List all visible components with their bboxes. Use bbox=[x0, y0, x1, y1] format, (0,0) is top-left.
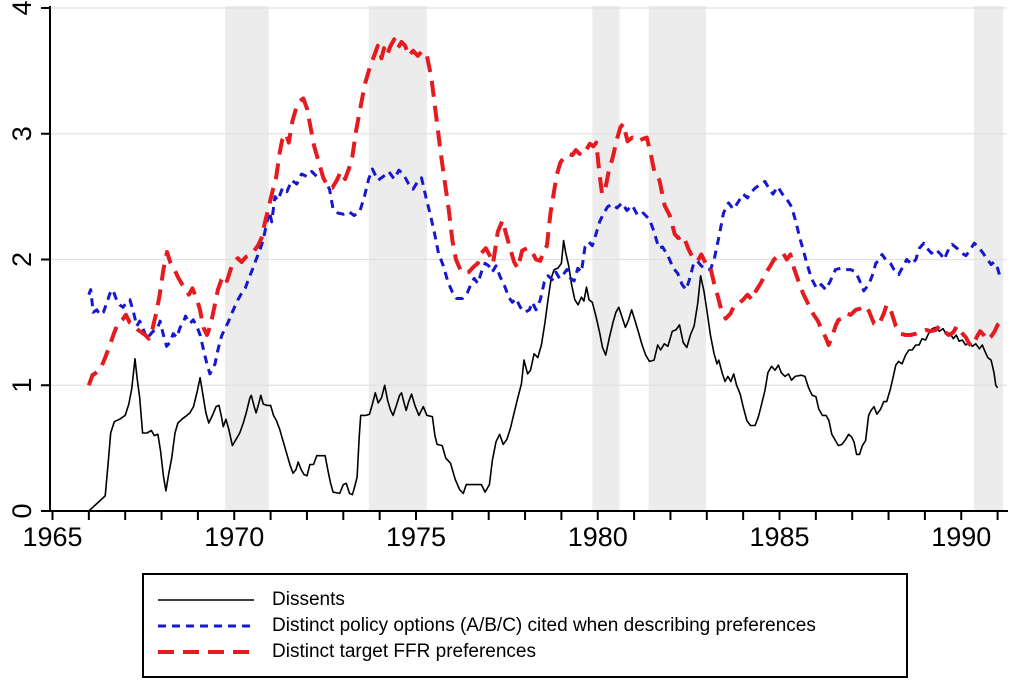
x-tick-label: 1985 bbox=[749, 522, 809, 552]
x-tick-label: 1990 bbox=[931, 522, 991, 552]
recession-band bbox=[592, 6, 620, 511]
y-tick-label: 4 bbox=[7, 0, 37, 15]
ffr-preferences-line-icon bbox=[158, 649, 254, 654]
legend-row-ffr-preferences: Distinct target FFR preferences bbox=[156, 639, 906, 665]
x-tick-label: 1965 bbox=[22, 522, 82, 552]
y-tick-label: 0 bbox=[7, 503, 37, 518]
legend: Dissents Distinct policy options (A/B/C)… bbox=[142, 573, 908, 678]
legend-row-dissents: Dissents bbox=[156, 587, 906, 613]
legend-label-dissents: Dissents bbox=[272, 588, 345, 610]
legend-row-policy-options: Distinct policy options (A/B/C) cited wh… bbox=[156, 613, 906, 639]
series-policy-options bbox=[87, 167, 1002, 376]
recession-band bbox=[648, 6, 707, 511]
policy-options-line-icon bbox=[158, 624, 254, 627]
y-tick-label: 2 bbox=[7, 252, 37, 267]
x-tick-label: 1980 bbox=[568, 522, 628, 552]
x-tick-label: 1975 bbox=[386, 522, 446, 552]
dissents-line-icon bbox=[158, 598, 254, 601]
line-chart: 0 1 2 3 4 1965 1970 1975 1980 1985 1990 bbox=[7, 0, 1008, 552]
x-tick-label: 1970 bbox=[204, 522, 264, 552]
legend-label-policy-options: Distinct policy options (A/B/C) cited wh… bbox=[272, 614, 816, 636]
y-tick-label: 1 bbox=[7, 378, 37, 393]
series-dissents bbox=[88, 239, 999, 512]
series-ffr-preferences bbox=[86, 37, 1002, 386]
recession-band bbox=[368, 6, 427, 511]
y-tick-label: 3 bbox=[7, 126, 37, 141]
recession-band bbox=[973, 6, 1004, 511]
legend-label-ffr-preferences: Distinct target FFR preferences bbox=[272, 640, 536, 662]
